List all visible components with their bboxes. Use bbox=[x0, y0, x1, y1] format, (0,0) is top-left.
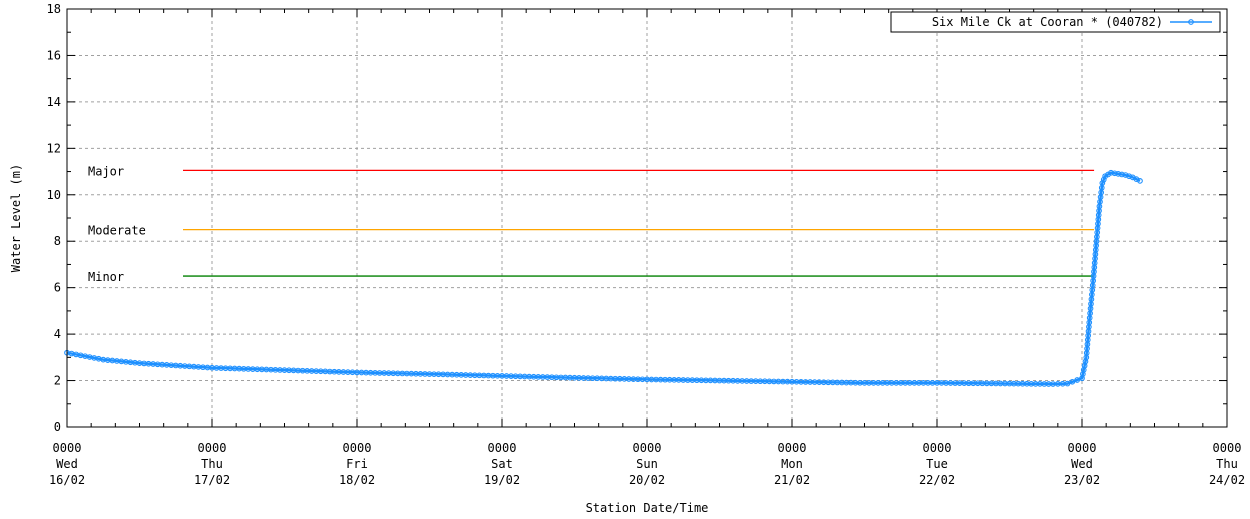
x-tick-label: Thu bbox=[201, 457, 223, 471]
y-tick-label: 16 bbox=[47, 48, 61, 62]
x-tick-label: 20/02 bbox=[629, 473, 665, 487]
x-tick-label: 0000 bbox=[53, 441, 82, 455]
tick-labels: 0 2 4 6 8 10 12 14 16 18 0000 Wed 16/02 0000 Thu 17/02 0… bbox=[47, 2, 1246, 487]
legend-series-name: Six Mile Ck at Cooran * (040782) bbox=[932, 15, 1163, 29]
x-tick-label: 0000 bbox=[778, 441, 807, 455]
threshold-lines: Major Moderate Minor bbox=[88, 164, 1095, 284]
series-point bbox=[1069, 378, 1076, 385]
legend: Six Mile Ck at Cooran * (040782) bbox=[890, 11, 1221, 33]
x-tick-label: 19/02 bbox=[484, 473, 520, 487]
x-tick-label: Wed bbox=[1071, 457, 1093, 471]
x-tick-label: 24/02 bbox=[1209, 473, 1245, 487]
y-tick-label: 6 bbox=[54, 281, 61, 295]
x-tick-label: Thu bbox=[1216, 457, 1238, 471]
legend-series-marker bbox=[1188, 19, 1194, 25]
x-tick-label: 0000 bbox=[488, 441, 517, 455]
y-tick-label: 2 bbox=[54, 374, 61, 388]
x-tick-label: Mon bbox=[781, 457, 803, 471]
series-point bbox=[1119, 171, 1125, 178]
axis-ticks bbox=[66, 8, 1228, 428]
x-tick-label: Sun bbox=[636, 457, 658, 471]
x-tick-label: Fri bbox=[346, 457, 368, 471]
y-tick-label: 10 bbox=[47, 188, 61, 202]
x-tick-label: 0000 bbox=[198, 441, 227, 455]
series-line bbox=[66, 171, 1141, 386]
series-point bbox=[1111, 170, 1118, 177]
x-tick-label: Wed bbox=[56, 457, 78, 471]
x-tick-label: 0000 bbox=[633, 441, 662, 455]
x-tick-label: 17/02 bbox=[194, 473, 230, 487]
series bbox=[64, 169, 1143, 387]
grid bbox=[67, 9, 1227, 427]
x-tick-label: 0000 bbox=[1213, 441, 1242, 455]
threshold-label: Minor bbox=[88, 270, 124, 284]
series-point bbox=[1137, 177, 1143, 184]
x-tick-label: 0000 bbox=[923, 441, 952, 455]
series-point bbox=[1100, 176, 1107, 183]
x-tick-label: 23/02 bbox=[1064, 473, 1100, 487]
y-tick-label: 8 bbox=[54, 234, 61, 248]
x-tick-label: 22/02 bbox=[919, 473, 955, 487]
series-point bbox=[1108, 169, 1114, 176]
legend-box bbox=[890, 11, 1221, 33]
x-tick-label: Tue bbox=[926, 457, 948, 471]
x-tick-label: 21/02 bbox=[774, 473, 810, 487]
y-tick-label: 18 bbox=[47, 2, 61, 16]
y-tick-label: 0 bbox=[54, 420, 61, 434]
series-point bbox=[1099, 180, 1106, 187]
series-point bbox=[1115, 171, 1122, 177]
x-tick-label: 0000 bbox=[1068, 441, 1097, 455]
x-tick-label: 18/02 bbox=[339, 473, 375, 487]
series-point bbox=[1064, 380, 1071, 387]
y-tick-label: 4 bbox=[54, 327, 61, 341]
x-tick-label: 16/02 bbox=[49, 473, 85, 487]
series-point bbox=[1122, 172, 1129, 178]
x-tick-label: 0000 bbox=[343, 441, 372, 455]
y-axis-label: Water Level (m) bbox=[9, 164, 23, 272]
series-point bbox=[1126, 173, 1132, 180]
threshold-label: Moderate bbox=[88, 224, 146, 238]
x-tick-label: Sat bbox=[491, 457, 513, 471]
series-point bbox=[1074, 377, 1081, 383]
y-tick-label: 12 bbox=[47, 141, 61, 155]
threshold-label: Major bbox=[88, 164, 124, 178]
x-axis-label: Station Date/Time bbox=[586, 501, 709, 515]
y-tick-label: 14 bbox=[47, 95, 61, 109]
